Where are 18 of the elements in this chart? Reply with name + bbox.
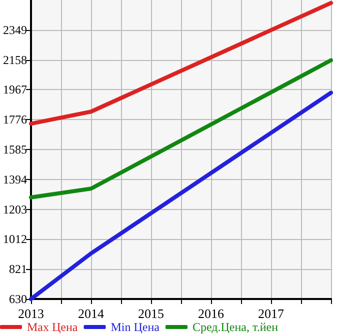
legend-label: Max Цена — [27, 320, 78, 334]
y-tick-label: 2349 — [3, 22, 27, 37]
x-tick-label: 2013 — [18, 306, 44, 321]
y-tick-label: 1203 — [3, 202, 27, 216]
y-tick-label: 1394 — [3, 172, 27, 186]
legend-label: Min Цена — [110, 320, 160, 334]
y-tick-label: 1585 — [3, 142, 27, 156]
x-tick-label: 2015 — [138, 306, 164, 321]
x-tick-label: 2014 — [78, 306, 104, 321]
x-tick-label: 2017 — [258, 306, 284, 321]
y-tick-label: 821 — [9, 262, 27, 276]
y-tick-label: 1776 — [3, 112, 27, 127]
y-tick-label: 630 — [9, 292, 27, 306]
legend-label: Сред.Цена, т.йен — [192, 320, 279, 334]
y-tick-label: 1012 — [3, 232, 27, 246]
x-tick-label: 2016 — [198, 306, 224, 321]
y-tick-label: 2158 — [3, 52, 27, 67]
y-tick-label: 1967 — [3, 82, 27, 97]
